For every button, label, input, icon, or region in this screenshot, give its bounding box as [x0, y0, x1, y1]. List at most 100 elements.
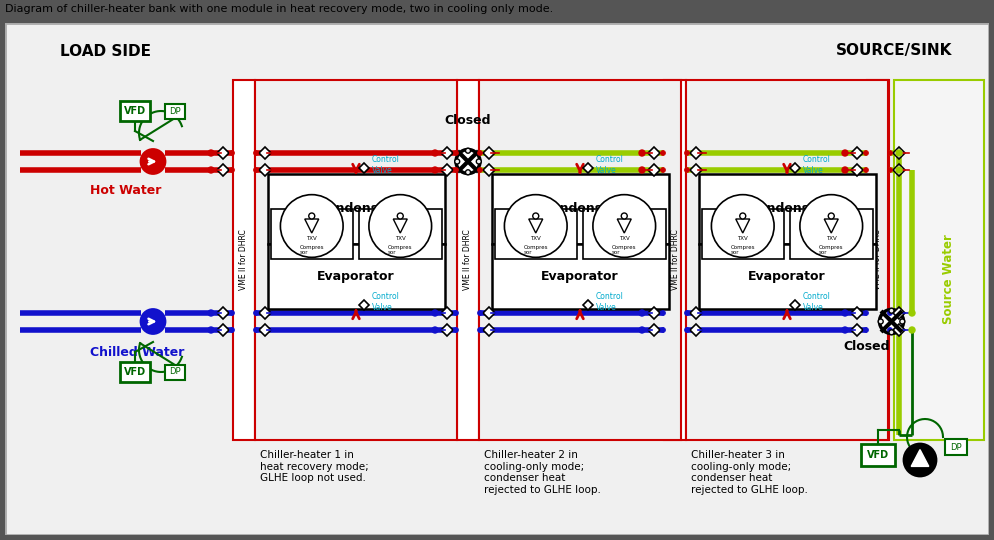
Polygon shape	[217, 307, 229, 319]
Circle shape	[712, 194, 774, 258]
Circle shape	[864, 167, 869, 172]
Polygon shape	[483, 324, 495, 336]
Circle shape	[888, 310, 893, 315]
Circle shape	[533, 213, 539, 219]
Circle shape	[842, 150, 848, 156]
Text: TXV: TXV	[738, 235, 748, 240]
Circle shape	[896, 167, 902, 173]
Circle shape	[476, 159, 481, 164]
Circle shape	[253, 327, 258, 333]
Text: Compres
sor: Compres sor	[612, 245, 636, 255]
Bar	[699, 174, 876, 244]
Circle shape	[230, 167, 235, 172]
Text: VFD: VFD	[124, 106, 146, 116]
Circle shape	[453, 151, 458, 156]
Text: Chiller-heater 2 in
cooling-only mode;
condenser heat
rejected to GLHE loop.: Chiller-heater 2 in cooling-only mode; c…	[484, 450, 601, 495]
Polygon shape	[851, 147, 863, 159]
Circle shape	[504, 194, 568, 258]
Text: Evaporator: Evaporator	[748, 270, 826, 283]
Circle shape	[888, 327, 893, 333]
Text: Evaporator: Evaporator	[541, 270, 619, 283]
Text: Chilled Water: Chilled Water	[90, 346, 184, 359]
Polygon shape	[851, 164, 863, 176]
Polygon shape	[483, 164, 495, 176]
Bar	[702, 209, 784, 259]
Text: Compres
sor: Compres sor	[731, 245, 755, 255]
Text: VME II for DHRC: VME II for DHRC	[240, 230, 248, 291]
Circle shape	[477, 167, 482, 172]
Polygon shape	[483, 147, 495, 159]
Text: Control
Valve: Control Valve	[803, 292, 831, 312]
Bar	[359, 209, 441, 259]
Polygon shape	[690, 164, 702, 176]
Polygon shape	[259, 164, 271, 176]
Circle shape	[639, 327, 645, 333]
Text: Compres
sor: Compres sor	[388, 245, 413, 255]
Circle shape	[454, 159, 459, 164]
Polygon shape	[851, 324, 863, 336]
Text: TXV: TXV	[619, 235, 629, 240]
Polygon shape	[893, 324, 905, 336]
Bar	[165, 104, 185, 118]
Text: Condenser: Condenser	[749, 202, 824, 215]
Bar	[255, 80, 457, 440]
Circle shape	[477, 310, 482, 315]
Bar	[494, 209, 577, 259]
Circle shape	[230, 310, 235, 315]
Circle shape	[660, 151, 666, 156]
Bar	[270, 209, 353, 259]
Bar	[457, 80, 479, 440]
Circle shape	[208, 327, 214, 333]
Circle shape	[639, 167, 645, 173]
Circle shape	[369, 194, 431, 258]
Text: Chiller-heater 3 in
cooling-only mode;
condenser heat
rejected to GLHE loop.: Chiller-heater 3 in cooling-only mode; c…	[691, 450, 808, 495]
Text: DP: DP	[169, 368, 181, 376]
Polygon shape	[893, 164, 905, 176]
Circle shape	[477, 151, 482, 156]
Text: DP: DP	[950, 442, 962, 451]
Circle shape	[432, 167, 438, 173]
Circle shape	[280, 194, 343, 258]
Circle shape	[456, 150, 480, 173]
Polygon shape	[911, 450, 928, 467]
Text: TXV: TXV	[395, 235, 406, 240]
Text: Control
Valve: Control Valve	[372, 292, 400, 312]
Text: Control
Valve: Control Valve	[596, 292, 624, 312]
Polygon shape	[441, 324, 453, 336]
Circle shape	[842, 167, 848, 173]
Circle shape	[592, 194, 656, 258]
Text: VFD: VFD	[867, 450, 889, 460]
Polygon shape	[824, 219, 838, 233]
Bar	[120, 101, 150, 121]
Polygon shape	[217, 164, 229, 176]
Circle shape	[842, 327, 848, 333]
Circle shape	[230, 327, 235, 333]
Circle shape	[309, 213, 315, 219]
Circle shape	[888, 151, 893, 156]
Circle shape	[685, 151, 690, 156]
Circle shape	[398, 213, 404, 219]
Polygon shape	[441, 164, 453, 176]
Text: DP: DP	[169, 106, 181, 116]
Circle shape	[639, 150, 645, 156]
Text: Diagram of chiller-heater bank with one module in heat recovery mode, two in coo: Diagram of chiller-heater bank with one …	[5, 4, 554, 14]
Text: LOAD SIDE: LOAD SIDE	[60, 44, 150, 58]
Text: Control
Valve: Control Valve	[372, 156, 400, 175]
Circle shape	[253, 310, 258, 315]
Bar	[491, 244, 669, 309]
Text: VME II for DHRC: VME II for DHRC	[671, 230, 680, 291]
Bar	[664, 80, 686, 440]
Circle shape	[208, 167, 214, 173]
Text: SOURCE/SINK: SOURCE/SINK	[836, 44, 952, 58]
Bar	[479, 80, 681, 440]
Bar	[894, 80, 984, 440]
Circle shape	[685, 167, 690, 172]
Circle shape	[208, 310, 214, 316]
Polygon shape	[851, 307, 863, 319]
Polygon shape	[441, 307, 453, 319]
Polygon shape	[441, 147, 453, 159]
Polygon shape	[893, 307, 905, 319]
Circle shape	[889, 330, 894, 335]
Circle shape	[230, 151, 235, 156]
Polygon shape	[529, 219, 543, 233]
